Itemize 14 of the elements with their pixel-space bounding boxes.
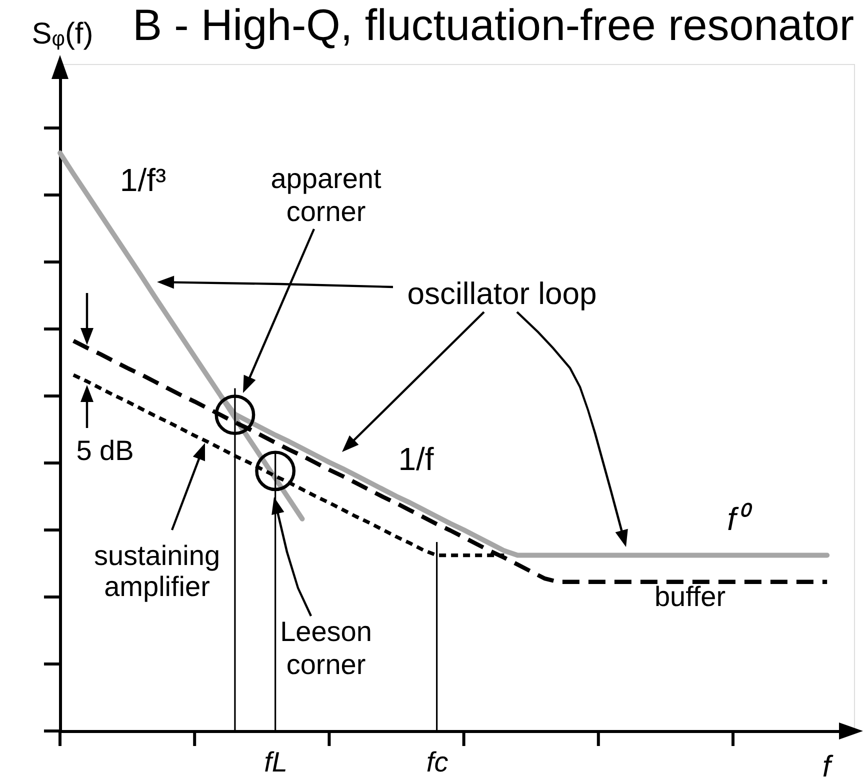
annotation: 1/f³ bbox=[120, 162, 166, 198]
x-tick-label: fL bbox=[264, 746, 288, 778]
x-axis-title: f bbox=[822, 750, 834, 782]
annotation: 5 dB bbox=[76, 435, 134, 466]
annotation: f⁰ bbox=[727, 501, 753, 537]
annotation: oscillator loop bbox=[407, 276, 597, 311]
annotation: 1/f bbox=[398, 441, 434, 477]
annotation: Leeson corner bbox=[280, 616, 372, 680]
chart-title: B - High-Q, fluctuation-free resonator bbox=[132, 1, 854, 50]
text: sustaining amplifier bbox=[94, 540, 220, 602]
x-tick-label: fc bbox=[426, 746, 448, 778]
y-axis-title: Sᵩ(f) bbox=[32, 18, 94, 50]
series-label: buffer bbox=[654, 581, 726, 612]
annotation: apparent corner bbox=[270, 163, 382, 227]
